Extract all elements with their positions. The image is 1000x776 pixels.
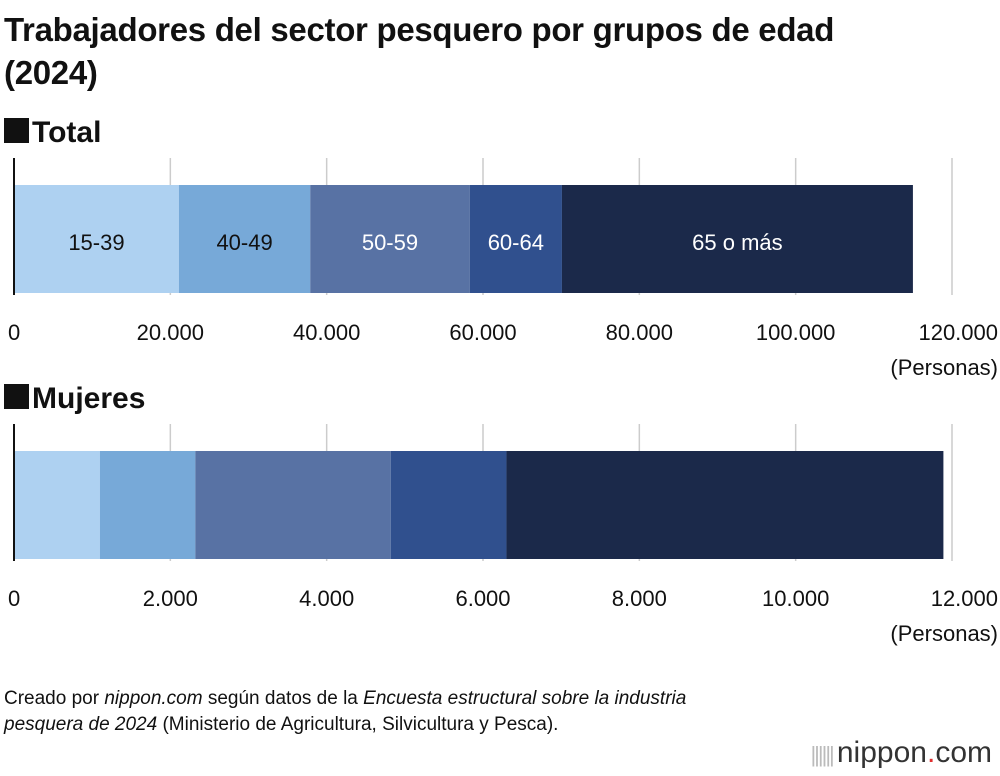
x-tick-label: 60.000 xyxy=(449,320,516,345)
square-icon xyxy=(4,118,29,143)
x-tick-label: 12.000 xyxy=(931,586,998,611)
section-title-total: Total xyxy=(4,116,101,150)
bar-segment-50-59 xyxy=(310,185,470,293)
segment-label: 40-49 xyxy=(216,230,272,255)
x-tick-label: 120.000 xyxy=(918,320,998,345)
square-icon xyxy=(4,384,29,409)
x-tick-label: 4.000 xyxy=(299,586,354,611)
bar-segment-40-49 xyxy=(99,451,196,559)
section-title-text: Total xyxy=(32,116,102,149)
x-tick-label: 2.000 xyxy=(143,586,198,611)
bar-segment-50-59 xyxy=(195,451,391,559)
x-tick-label: 40.000 xyxy=(293,320,360,345)
segment-label: 15-39 xyxy=(68,230,124,255)
segment-label: 50-59 xyxy=(362,230,418,255)
chart-mujeres: 0 2.000 4.000 6.000 8.000 10.000 12.000 (Person… xyxy=(8,424,998,646)
x-tick-label: 10.000 xyxy=(762,586,829,611)
bar-segment-40-49 xyxy=(178,185,311,293)
bar-segment-60-64 xyxy=(390,451,507,559)
x-tick-label: 20.000 xyxy=(137,320,204,345)
x-tick-label: 8.000 xyxy=(612,586,667,611)
bar-segment-15-39 xyxy=(14,185,179,293)
source-note: Creado por nippon.com según datos de la … xyxy=(4,688,687,735)
segment-label: 60-64 xyxy=(488,230,544,255)
bar-segment-60-64 xyxy=(469,185,562,293)
chart-total: 0 20.000 40.000 60.000 80.000 100.000 120.000 1… xyxy=(8,158,998,380)
bar-segment-65-o-más xyxy=(561,185,913,293)
chart-title: Trabajadores del sector pesquero por gru… xyxy=(4,11,835,91)
bar-segment-15-39 xyxy=(14,451,100,559)
x-axis-unit-label: (Personas) xyxy=(890,621,998,646)
x-tick-label: 0 xyxy=(8,320,20,345)
bar-segment-65-o-más xyxy=(506,451,944,559)
x-tick-label: 6.000 xyxy=(455,586,510,611)
nippon-logo: |||||| nippon.com xyxy=(810,736,992,769)
x-tick-label: 80.000 xyxy=(606,320,673,345)
x-tick-label: 100.000 xyxy=(756,320,836,345)
section-title-mujeres: Mujeres xyxy=(4,382,145,416)
x-axis-unit-label: (Personas) xyxy=(890,355,998,380)
segment-label: 65 o más xyxy=(692,230,783,255)
section-title-text: Mujeres xyxy=(32,382,146,415)
x-tick-label: 0 xyxy=(8,586,20,611)
